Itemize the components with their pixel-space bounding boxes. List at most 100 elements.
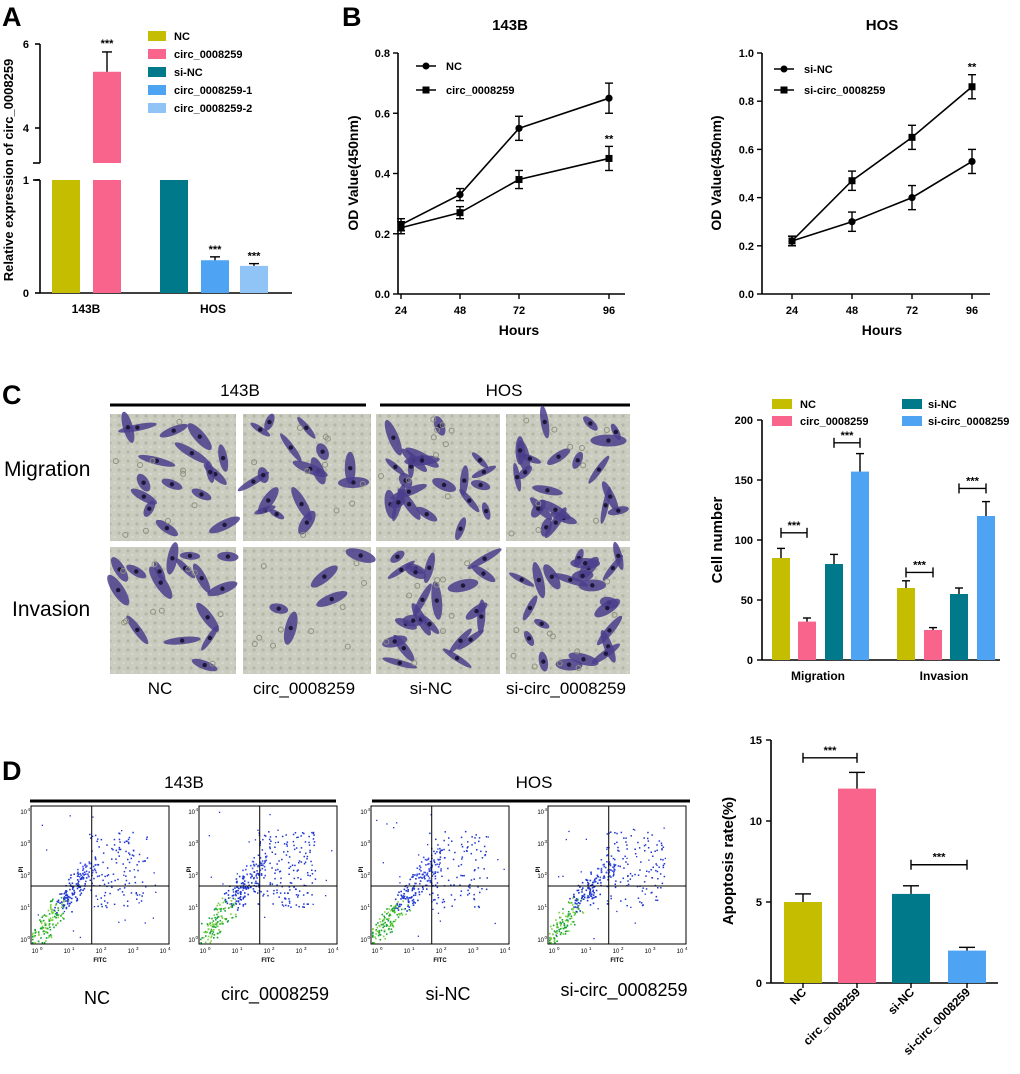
event-dot: [593, 881, 595, 884]
cell-nucleus: [304, 520, 310, 525]
event-dot: [651, 834, 653, 836]
event-dot: [235, 900, 238, 902]
event-dot: [142, 860, 144, 863]
event-dot: [401, 914, 404, 916]
x-axis-label: FITC: [93, 958, 107, 964]
event-dot: [610, 876, 612, 878]
event-dot: [309, 849, 311, 852]
event-dot: [63, 900, 65, 903]
event-dot: [480, 850, 482, 853]
event-dot: [404, 908, 406, 910]
event-dot: [201, 922, 203, 925]
cell-nucleus: [553, 507, 558, 512]
event-dot: [255, 873, 258, 875]
y-tick-label: 0.0: [739, 289, 754, 301]
y-tick-label: 15: [750, 735, 762, 747]
cell-nucleus: [458, 638, 463, 643]
bar-circ_0008259-1: [201, 260, 229, 293]
cell-nucleus: [477, 458, 483, 463]
event-dot: [82, 872, 84, 875]
event-dot: [398, 903, 401, 906]
event-dot: [433, 860, 435, 863]
significance-label: ***: [933, 852, 947, 864]
event-dot: [32, 934, 34, 936]
event-dot: [655, 863, 657, 865]
event-dot: [211, 930, 213, 932]
y-tick-label: 0.2: [375, 229, 390, 241]
event-dot: [402, 900, 404, 903]
event-dot: [57, 914, 60, 916]
x-tick-exponent: 1: [412, 946, 415, 951]
event-dot: [589, 893, 591, 895]
event-dot: [636, 856, 638, 858]
event-dot: [443, 857, 446, 859]
event-dot: [269, 813, 271, 816]
legend-label: circ_0008259: [800, 416, 869, 428]
event-dot: [253, 890, 255, 892]
x-tick-label: circ_0008259: [800, 985, 863, 1048]
membrane-pore: [510, 652, 517, 659]
event-dot: [616, 910, 618, 913]
event-dot: [572, 908, 574, 911]
event-dot: [390, 923, 392, 926]
event-dot: [390, 905, 392, 907]
event-dot: [272, 892, 275, 895]
event-dot: [406, 896, 408, 898]
event-dot: [226, 921, 229, 923]
event-dot: [76, 897, 78, 900]
cell-nucleus: [413, 570, 418, 575]
event-dot: [388, 928, 390, 930]
event-dot: [439, 858, 441, 861]
event-dot: [392, 924, 394, 927]
cell-nucleus: [299, 501, 304, 507]
event-dot: [62, 904, 64, 907]
event-dot: [662, 864, 665, 867]
event-dot: [221, 921, 224, 923]
event-dot: [285, 854, 288, 856]
event-dot: [64, 891, 66, 894]
event-dot: [312, 838, 315, 840]
y-tick-exponent: 4: [196, 807, 199, 812]
event-dot: [277, 841, 279, 843]
event-dot: [290, 882, 293, 884]
membrane-pore: [405, 477, 412, 484]
x-tick-exponent: 2: [104, 946, 107, 951]
event-dot: [391, 922, 393, 925]
event-dot: [408, 908, 411, 911]
cell-nucleus: [596, 467, 602, 472]
event-dot: [77, 873, 80, 876]
event-dot: [296, 870, 298, 872]
cell-nucleus: [207, 635, 213, 641]
event-dot: [551, 928, 553, 930]
event-dot: [394, 920, 396, 923]
event-dot: [600, 871, 603, 873]
event-dot: [579, 902, 581, 905]
event-dot: [102, 879, 104, 882]
event-dot: [274, 842, 277, 844]
event-dot: [662, 866, 665, 869]
event-dot: [239, 891, 242, 893]
event-dot: [83, 887, 86, 890]
event-dot: [587, 881, 589, 884]
x-tick-label: 96: [966, 305, 978, 317]
event-dot: [259, 862, 262, 865]
event-dot: [432, 892, 434, 894]
event-dot: [477, 905, 480, 908]
event-dot: [416, 873, 419, 876]
event-dot: [408, 906, 411, 908]
event-dot: [268, 838, 271, 841]
event-dot: [257, 872, 259, 875]
event-dot: [311, 869, 313, 871]
event-dot: [616, 832, 618, 835]
event-dot: [98, 846, 100, 848]
legend-swatch-si-circ: [902, 416, 922, 426]
event-dot: [457, 865, 460, 867]
cell-nucleus: [158, 580, 163, 585]
panel-a-group-label: HOS: [200, 302, 226, 316]
membrane-pore: [535, 500, 542, 507]
event-dot: [287, 905, 290, 907]
y-tick-label: 10: [537, 874, 544, 880]
event-dot: [397, 916, 400, 918]
